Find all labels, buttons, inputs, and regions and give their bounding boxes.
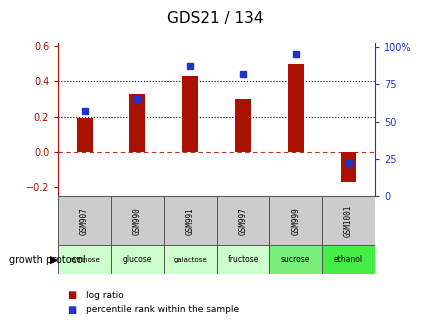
- Text: ▶: ▶: [50, 255, 58, 265]
- Bar: [58, 245, 111, 274]
- Bar: [129, 94, 145, 152]
- Bar: [340, 152, 356, 182]
- Text: log ratio: log ratio: [86, 291, 124, 300]
- Bar: [77, 118, 92, 152]
- Bar: [182, 76, 198, 152]
- Text: GSM991: GSM991: [185, 207, 194, 234]
- Bar: [58, 196, 111, 245]
- Text: galactose: galactose: [173, 257, 206, 263]
- Text: GSM1001: GSM1001: [343, 204, 352, 237]
- Bar: [216, 245, 269, 274]
- Text: growth protocol: growth protocol: [9, 255, 85, 265]
- Bar: [111, 245, 163, 274]
- Bar: [269, 245, 322, 274]
- Text: GSM990: GSM990: [132, 207, 141, 234]
- Text: ethanol: ethanol: [333, 255, 362, 264]
- Bar: [111, 196, 163, 245]
- Bar: [163, 245, 216, 274]
- Bar: [287, 64, 303, 152]
- Text: ■: ■: [67, 290, 76, 300]
- Bar: [163, 196, 216, 245]
- Bar: [269, 196, 322, 245]
- Text: ■: ■: [67, 305, 76, 315]
- Bar: [216, 196, 269, 245]
- Text: raffinose: raffinose: [69, 257, 100, 263]
- Text: GSM997: GSM997: [238, 207, 247, 234]
- Text: glucose: glucose: [123, 255, 152, 264]
- Text: GDS21 / 134: GDS21 / 134: [167, 11, 263, 26]
- Text: fructose: fructose: [227, 255, 258, 264]
- Text: GSM999: GSM999: [291, 207, 300, 234]
- Text: GSM907: GSM907: [80, 207, 89, 234]
- Text: percentile rank within the sample: percentile rank within the sample: [86, 305, 239, 315]
- Bar: [322, 196, 374, 245]
- Bar: [234, 99, 250, 152]
- Text: sucrose: sucrose: [280, 255, 310, 264]
- Bar: [322, 245, 374, 274]
